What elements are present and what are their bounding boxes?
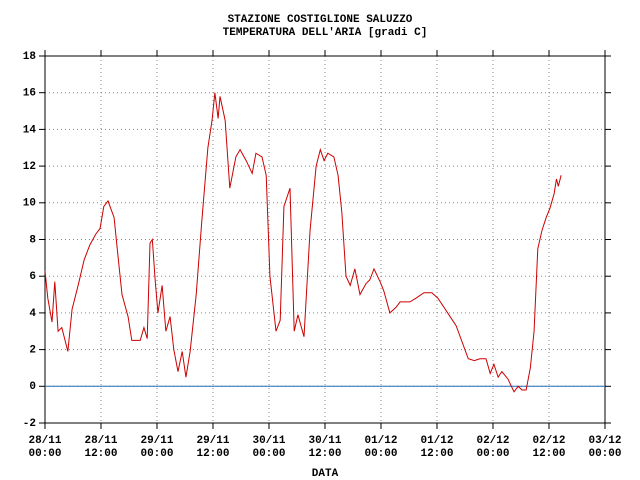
y-tick-label: -2: [23, 418, 36, 430]
x-tick-label: 00:00: [28, 448, 61, 460]
x-tick-label: 30/11: [252, 435, 285, 447]
x-tick-label: 01/12: [364, 435, 397, 447]
x-tick-label: 29/11: [140, 435, 173, 447]
y-tick-label: 2: [29, 345, 36, 357]
y-tick-label: 6: [29, 271, 36, 283]
y-tick-label: 10: [23, 198, 36, 210]
x-axis-label: DATA: [312, 468, 339, 480]
chart-subtitle: TEMPERATURA DELL'ARIA [gradi C]: [223, 27, 428, 39]
x-tick-label: 00:00: [252, 448, 285, 460]
plot-frame: [44, 55, 606, 424]
x-tick-label: 00:00: [140, 448, 173, 460]
y-tick-label: 12: [23, 161, 36, 173]
x-tick-label: 00:00: [476, 448, 509, 460]
x-tick-label: 12:00: [84, 448, 117, 460]
y-tick-label: 16: [23, 88, 36, 100]
y-tick-label: 4: [29, 308, 36, 320]
y-tick-label: 8: [29, 234, 36, 246]
x-tick-label: 02/12: [476, 435, 509, 447]
x-tick-label: 01/12: [420, 435, 453, 447]
y-tick-label: 14: [23, 124, 37, 136]
x-tick-label: 12:00: [308, 448, 341, 460]
y-tick-label: 18: [23, 51, 37, 63]
x-tick-label: 00:00: [588, 448, 621, 460]
line-series: [44, 92, 562, 393]
x-tick-label: 12:00: [420, 448, 453, 460]
chart-title: STAZIONE COSTIGLIONE SALUZZO: [228, 14, 413, 26]
x-tick-label: 30/11: [308, 435, 341, 447]
x-tick-label: 02/12: [532, 435, 565, 447]
x-tick-label: 28/11: [84, 435, 117, 447]
x-tick-label: 28/11: [28, 435, 61, 447]
x-tick-label: 29/11: [196, 435, 229, 447]
x-tick-label: 00:00: [364, 448, 397, 460]
x-tick-label: 03/12: [588, 435, 621, 447]
x-tick-label: 12:00: [196, 448, 229, 460]
x-tick-label: 12:00: [532, 448, 565, 460]
y-tick-label: 0: [29, 381, 36, 393]
